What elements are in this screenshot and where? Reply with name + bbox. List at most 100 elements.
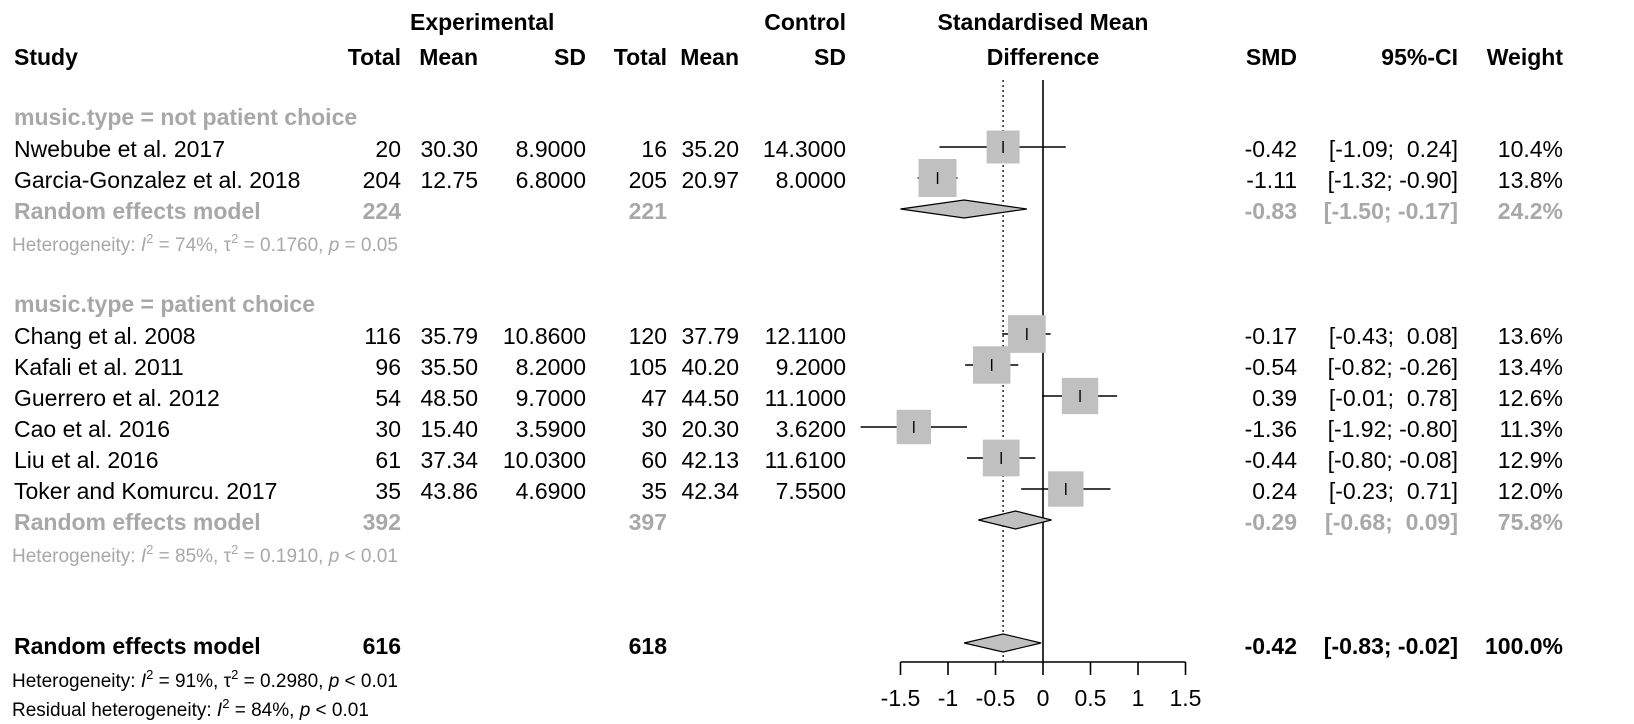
weight-value: 11.3% bbox=[1499, 416, 1563, 442]
heterogeneity-text: Heterogeneity: I2 = 74%, τ2 = 0.1760, p … bbox=[12, 231, 398, 256]
ctl-mean: 37.79 bbox=[681, 323, 739, 349]
ctl-mean: 20.97 bbox=[681, 167, 739, 193]
study-name: Chang et al. 2008 bbox=[14, 323, 196, 349]
smd-value: 0.39 bbox=[1252, 385, 1297, 411]
overall-model-label: Random effects model bbox=[14, 633, 261, 659]
exp-mean: 48.50 bbox=[420, 385, 478, 411]
model-ctl-total: 221 bbox=[629, 198, 668, 224]
smd-value: -0.17 bbox=[1245, 323, 1297, 349]
ctl-total: 205 bbox=[629, 167, 667, 193]
header-experimental: Experimental bbox=[410, 9, 554, 35]
x-axis-tick-label: 1.5 bbox=[1170, 685, 1202, 711]
ctl-sd: 8.0000 bbox=[776, 167, 846, 193]
model-ci: [-0.68; 0.09] bbox=[1325, 509, 1458, 535]
overall-heterogeneity-text: Heterogeneity: I2 = 91%, τ2 = 0.2980, p … bbox=[12, 667, 398, 692]
exp-mean: 30.30 bbox=[420, 136, 478, 162]
study-row-toker: Toker and Komurcu. 2017 35 43.86 4.6900 … bbox=[14, 478, 1563, 504]
exp-sd: 9.7000 bbox=[516, 385, 586, 411]
study-row-liu: Liu et al. 2016 61 37.34 10.0300 60 42.1… bbox=[14, 447, 1563, 473]
study-row-kafali: Kafali et al. 2011 96 35.50 8.2000 105 4… bbox=[14, 354, 1563, 380]
exp-sd: 10.0300 bbox=[503, 447, 586, 473]
subgroup-model-row: Random effects model 224 221 -0.83 [-1.5… bbox=[14, 198, 1563, 224]
study-row-chang: Chang et al. 2008 116 35.79 10.8600 120 … bbox=[14, 323, 1563, 349]
exp-total: 30 bbox=[375, 416, 401, 442]
ci-value: [-1.92; -0.80] bbox=[1328, 416, 1458, 442]
model-exp-total: 224 bbox=[363, 198, 402, 224]
study-name: Liu et al. 2016 bbox=[14, 447, 159, 473]
header-smd: SMD bbox=[1246, 44, 1297, 70]
smd-value: -0.44 bbox=[1245, 447, 1298, 473]
header-exp-mean: Mean bbox=[419, 44, 478, 70]
overall-diamond bbox=[964, 633, 1042, 653]
overall-model-row: Random effects model 616 618 -0.42 [-0.8… bbox=[14, 633, 1563, 659]
ci-value: [-0.43; 0.08] bbox=[1329, 323, 1458, 349]
overall-smd: -0.42 bbox=[1245, 633, 1297, 659]
header-exp-total: Total bbox=[348, 44, 401, 70]
ci-value: [-0.82; -0.26] bbox=[1328, 354, 1458, 380]
smd-value: -0.54 bbox=[1245, 354, 1298, 380]
study-name: Garcia-Gonzalez et al. 2018 bbox=[14, 167, 300, 193]
exp-total: 35 bbox=[375, 478, 401, 504]
weight-value: 10.4% bbox=[1498, 136, 1563, 162]
exp-total: 61 bbox=[375, 447, 401, 473]
ctl-total: 60 bbox=[641, 447, 667, 473]
ctl-total: 105 bbox=[629, 354, 667, 380]
header-weight: Weight bbox=[1487, 44, 1564, 70]
header-ctl-mean: Mean bbox=[680, 44, 739, 70]
forest-plot-area: -1.5 -1 -0.5 0 0.5 1 1.5 bbox=[860, 80, 1202, 711]
header-control: Control bbox=[764, 9, 846, 35]
study-row-nwebube: Nwebube et al. 2017 20 30.30 8.9000 16 3… bbox=[14, 136, 1563, 162]
subgroup-diamond bbox=[900, 199, 1027, 219]
overall-ci: [-0.83; -0.02] bbox=[1324, 633, 1458, 659]
weight-value: 12.6% bbox=[1498, 385, 1563, 411]
heterogeneity-text: Heterogeneity: I2 = 85%, τ2 = 0.1910, p … bbox=[12, 542, 398, 567]
study-name: Kafali et al. 2011 bbox=[14, 354, 184, 380]
header-study: Study bbox=[14, 44, 78, 70]
exp-total: 96 bbox=[375, 354, 401, 380]
model-smd: -0.83 bbox=[1245, 198, 1297, 224]
x-axis-tick-label: 0.5 bbox=[1075, 685, 1107, 711]
ci-value: [-1.09; 0.24] bbox=[1329, 136, 1458, 162]
study-name: Toker and Komurcu. 2017 bbox=[14, 478, 277, 504]
subgroup-label: music.type = patient choice bbox=[14, 291, 315, 317]
study-name: Cao et al. 2016 bbox=[14, 416, 170, 442]
x-axis-tick-label: -1 bbox=[938, 685, 958, 711]
exp-sd: 4.6900 bbox=[516, 478, 586, 504]
model-ci: [-1.50; -0.17] bbox=[1324, 198, 1458, 224]
overall-weight: 100.0% bbox=[1485, 633, 1563, 659]
x-axis-tick-label: 0 bbox=[1037, 685, 1050, 711]
study-row-garcia-gonzalez: Garcia-Gonzalez et al. 2018 204 12.75 6.… bbox=[14, 167, 1563, 193]
subgroup-model-row: Random effects model 392 397 -0.29 [-0.6… bbox=[14, 509, 1563, 535]
subgroup-label: music.type = not patient choice bbox=[14, 104, 357, 130]
smd-value: -0.42 bbox=[1245, 136, 1297, 162]
ctl-sd: 9.2000 bbox=[776, 354, 846, 380]
exp-mean: 15.40 bbox=[420, 416, 478, 442]
exp-mean: 37.34 bbox=[420, 447, 478, 473]
model-weight: 24.2% bbox=[1498, 198, 1563, 224]
model-smd: -0.29 bbox=[1245, 509, 1297, 535]
ctl-total: 16 bbox=[641, 136, 667, 162]
ctl-sd: 14.3000 bbox=[763, 136, 846, 162]
model-label: Random effects model bbox=[14, 509, 261, 535]
weight-value: 12.0% bbox=[1498, 478, 1563, 504]
study-name: Guerrero et al. 2012 bbox=[14, 385, 220, 411]
x-axis-tick-label: -1.5 bbox=[881, 685, 921, 711]
header-smd-line1: Standardised Mean bbox=[938, 9, 1149, 35]
study-row-cao: Cao et al. 2016 30 15.40 3.5900 30 20.30… bbox=[14, 416, 1563, 442]
overall-ctl-total: 618 bbox=[629, 633, 668, 659]
exp-sd: 8.2000 bbox=[516, 354, 586, 380]
x-axis-tick-label: 1 bbox=[1132, 685, 1145, 711]
exp-mean: 35.79 bbox=[420, 323, 478, 349]
smd-value: -1.11 bbox=[1246, 167, 1297, 193]
ci-value: [-0.23; 0.71] bbox=[1329, 478, 1458, 504]
x-axis-tick-label: -0.5 bbox=[976, 685, 1016, 711]
header-ctl-total: Total bbox=[614, 44, 667, 70]
ctl-mean: 42.34 bbox=[681, 478, 739, 504]
ctl-sd: 11.6100 bbox=[765, 447, 846, 473]
exp-sd: 8.9000 bbox=[516, 136, 586, 162]
ctl-sd: 11.1000 bbox=[765, 385, 846, 411]
exp-total: 116 bbox=[364, 323, 401, 349]
model-label: Random effects model bbox=[14, 198, 261, 224]
exp-total: 204 bbox=[363, 167, 402, 193]
ctl-total: 120 bbox=[629, 323, 667, 349]
